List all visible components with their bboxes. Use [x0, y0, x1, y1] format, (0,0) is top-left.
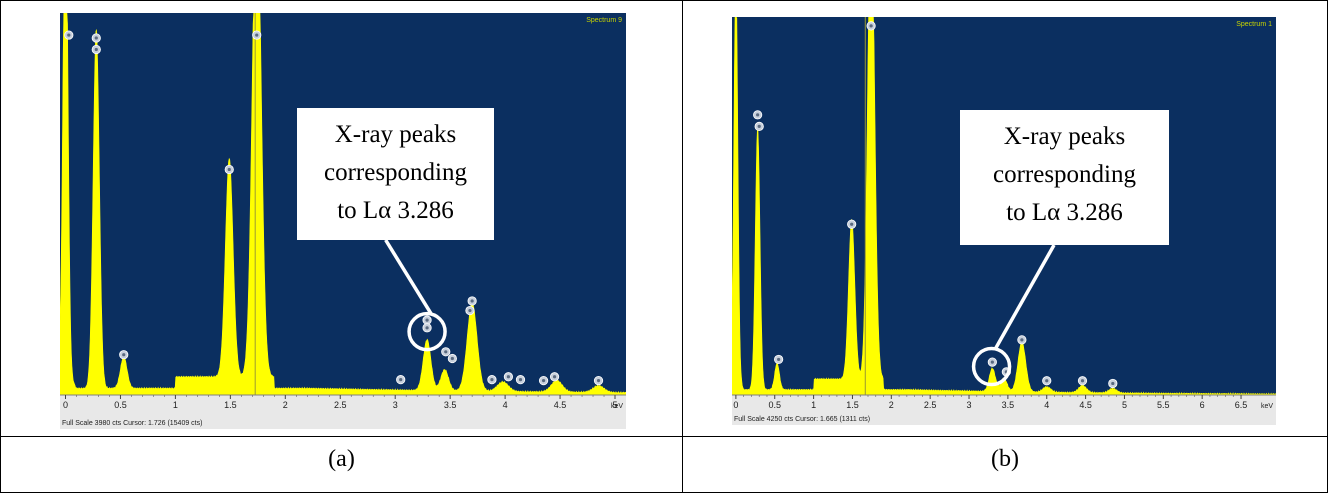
element-marker: [754, 121, 764, 131]
element-marker: [422, 315, 432, 325]
element-marker: [465, 305, 475, 316]
x-tick-label: 0.5: [768, 400, 781, 410]
x-tick-label: 4.5: [1079, 400, 1092, 410]
element-marker: [1077, 376, 1088, 386]
annotation-pointer-a: [384, 239, 433, 315]
spectrum-panel-b: Spectrum 1 0 0.5 1 1.5 2 2.5 3 3.5 4 4.5 5 5.5 6 6.5 ke…: [731, 16, 1277, 425]
x-tick-label: 4.5: [554, 400, 567, 410]
x-tick-label: 4: [1044, 400, 1049, 410]
axis-band-b: [732, 395, 1276, 425]
element-marker: [1108, 378, 1118, 389]
element-marker: [422, 323, 432, 333]
element-marker: [224, 164, 234, 175]
x-tick-label: 3: [967, 400, 972, 410]
element-marker: [1042, 376, 1052, 386]
annotation-pointer-b: [994, 244, 1056, 350]
annotation-text-line: to Lα 3.286: [337, 197, 454, 224]
x-tick-label: 0: [63, 400, 68, 410]
spectrum-title-a: Spectrum 9: [586, 17, 622, 24]
x-tick-label: 1.5: [224, 400, 237, 410]
element-marker: [467, 296, 477, 306]
annotation-circle-b: [971, 346, 1012, 387]
element-marker: [252, 30, 262, 40]
status-footer-a: Full Scale 3980 cts Cursor: 1.726 (15409…: [62, 420, 202, 427]
element-marker: [64, 30, 74, 40]
x-tick-label: 1: [811, 400, 816, 410]
element-marker: [1017, 335, 1027, 345]
table-border-center: [682, 0, 683, 493]
x-tick-label: 2.5: [924, 400, 937, 410]
element-marker: [549, 372, 560, 382]
element-marker: [987, 357, 997, 367]
spectrum-curve-a: [59, 12, 627, 396]
x-tick-label: 2.5: [334, 400, 347, 410]
element-marker: [774, 354, 784, 365]
spectrum-panel-a: Spectrum 9 0 0.5 1 1.5 2 2.5 3 3.5 4 4.5 5 keV Full S…: [59, 12, 627, 429]
annotation-text-line: corresponding: [993, 161, 1137, 188]
x-axis-unit-b: keV: [1261, 403, 1273, 410]
element-marker: [753, 110, 763, 120]
x-tick-label: 5.5: [1157, 400, 1170, 410]
element-marker: [91, 44, 101, 55]
annotation-box-a: [297, 108, 494, 240]
element-marker: [515, 375, 526, 385]
x-tick-label: 3: [393, 400, 398, 410]
element-marker: [91, 33, 101, 43]
x-tick-label: 3.5: [1002, 400, 1015, 410]
annotation-text-line: corresponding: [324, 159, 468, 186]
x-tick-label: 3.5: [444, 400, 457, 410]
x-tick-label: 0: [733, 400, 738, 410]
annotation-text-line: to Lα 3.286: [1006, 199, 1123, 226]
x-axis-unit-a: keV: [611, 403, 623, 410]
spectrum-title-b: Spectrum 1: [1236, 21, 1272, 28]
annotation-text-line: X-ray peaks: [335, 121, 456, 148]
element-marker: [441, 347, 451, 357]
element-marker: [396, 375, 406, 385]
caption-a: (a): [328, 446, 355, 472]
axis-band-a: [60, 395, 626, 429]
element-marker: [538, 376, 549, 386]
element-marker: [487, 375, 497, 385]
table-border-left: [0, 0, 1, 493]
element-marker: [503, 372, 514, 382]
x-tick-label: 2: [889, 400, 894, 410]
status-footer-b: Full Scale 4250 cts Cursor: 1.665 (1311 …: [734, 416, 870, 423]
annotation-box-b: [960, 110, 1169, 245]
x-tick-label: 5: [613, 400, 618, 410]
x-tick-label: 5: [1122, 400, 1127, 410]
x-tick-label: 1.5: [846, 400, 859, 410]
element-marker: [119, 350, 129, 360]
annotation-text-line: X-ray peaks: [1004, 123, 1125, 150]
table-border-top: [0, 0, 1328, 1]
element-marker: [447, 353, 457, 364]
spectrum-chart-b: Spectrum 1 0 0.5 1 1.5 2 2.5 3 3.5 4 4.5 5 5.5 6 6.5 ke…: [731, 16, 1277, 425]
x-tick-label: 4: [503, 400, 508, 410]
x-tick-label: 2: [283, 400, 288, 410]
x-tick-label: 1: [173, 400, 178, 410]
element-marker: [593, 376, 604, 386]
x-tick-label: 6.5: [1235, 400, 1248, 410]
element-marker: [866, 21, 876, 31]
x-tick-label: 6: [1200, 400, 1205, 410]
annotation-circle-a: [407, 311, 447, 352]
caption-b: (b): [991, 446, 1019, 472]
element-marker: [847, 219, 857, 229]
x-tick-label: 0.5: [114, 400, 127, 410]
table-border-middle: [0, 436, 1328, 437]
